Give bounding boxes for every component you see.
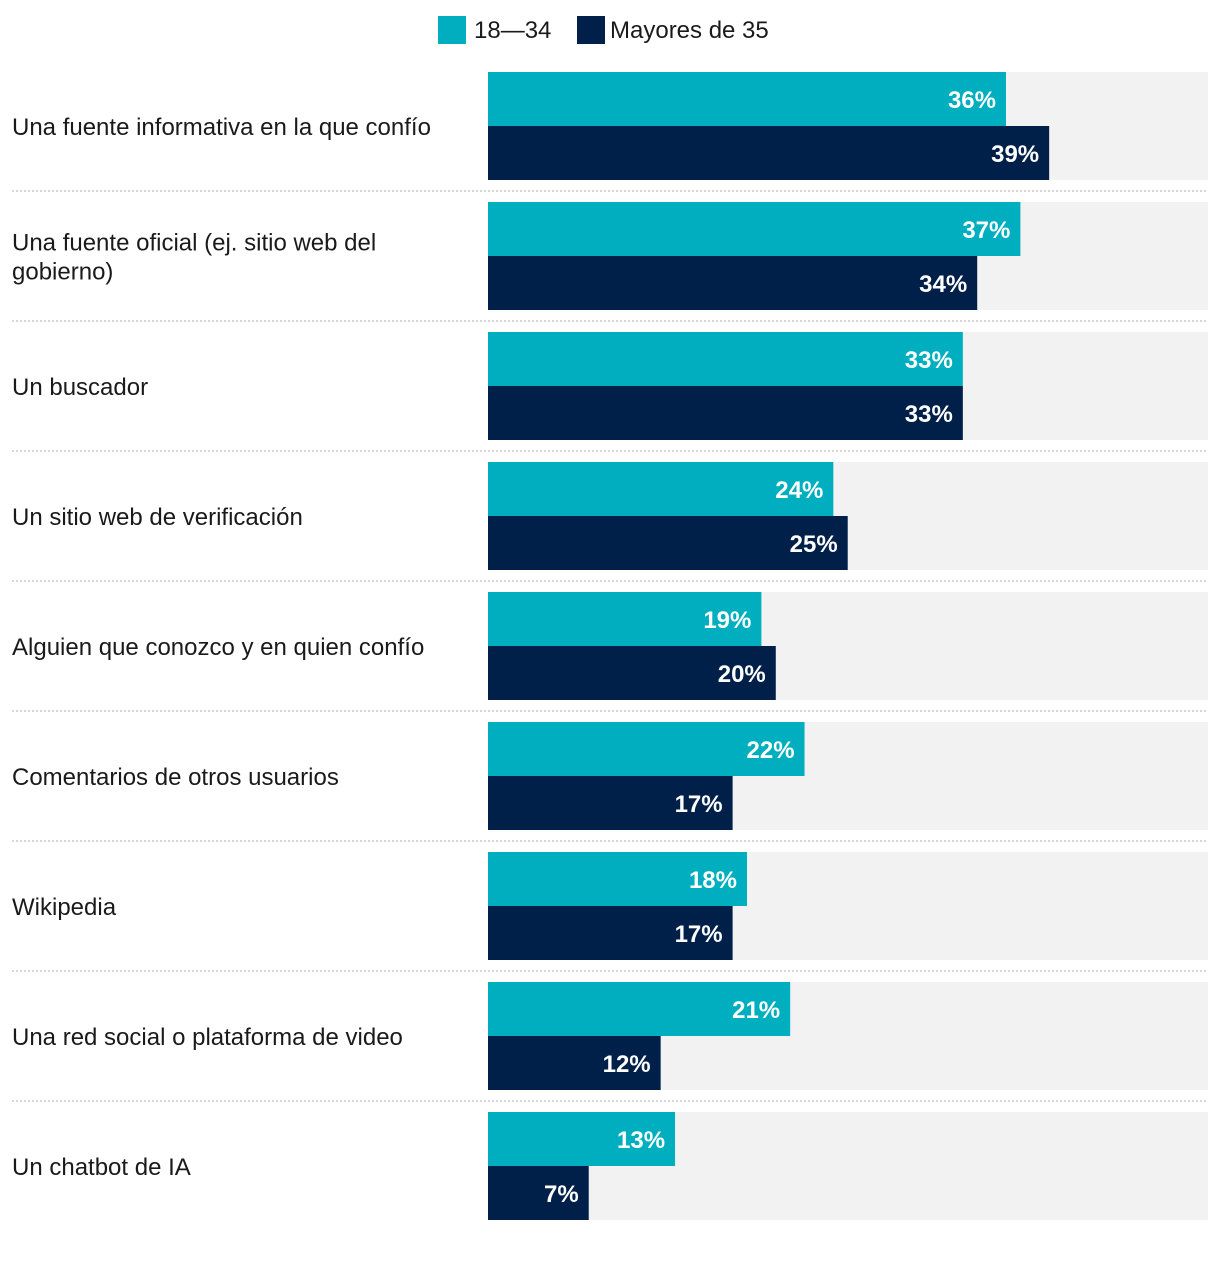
data-label: 37% [962,217,1010,244]
legend-swatch-2 [577,16,605,44]
chart-row: Alguien que conozco y en quien confío 19%… [12,592,1208,712]
bar-mayores-35 [488,386,963,440]
data-label: 36% [948,87,996,114]
legend: 18—34 Mayores de 35 [438,16,769,44]
bar-mayores-35 [488,906,733,960]
data-label: 13% [617,1127,665,1154]
chart-row: Una fuente informativa en la que confío 3… [12,72,1208,192]
category-label: Un buscador [12,374,148,401]
bar-18-34 [488,332,963,386]
chart-row: Un sitio web de verificación 24% 25% [12,462,1208,582]
bar-mayores-35 [488,1036,661,1090]
category-label: Un sitio web de verificación [12,504,303,531]
bar-18-34 [488,852,747,906]
bar-18-34 [488,1112,676,1166]
chart-row: Comentarios de otros usuarios 22% 17% [12,722,1208,842]
data-label: 7% [544,1181,579,1208]
bar-18-34 [488,202,1021,256]
chart-row: Un chatbot de IA 13% 7% [12,1112,1208,1220]
bar-mayores-35 [488,646,776,700]
data-label: 22% [747,737,795,764]
category-label: Alguien que conozco y en quien confío [12,634,424,661]
bar-mayores-35 [488,126,1050,180]
data-label: 34% [919,271,967,298]
category-label: Una fuente informativa en la que confío [12,114,431,141]
data-label: 12% [603,1051,651,1078]
category-label: gobierno) [12,259,113,286]
data-label: 33% [905,401,953,428]
legend-swatch-1 [438,16,466,44]
category-label: Wikipedia [12,894,117,921]
bar-mayores-35 [488,256,978,310]
data-label: 20% [718,661,766,688]
category-label: Una fuente oficial (ej. sitio web del [12,230,376,257]
category-label: Comentarios de otros usuarios [12,764,339,791]
bar-mayores-35 [488,776,733,830]
legend-label-2: Mayores de 35 [610,17,769,44]
chart-row: Una red social o plataforma de video 21% 1… [12,982,1208,1102]
data-label: 17% [675,921,723,948]
data-label: 33% [905,347,953,374]
bar-mayores-35 [488,516,848,570]
bar-18-34 [488,72,1006,126]
data-label: 25% [790,531,838,558]
chart-row: Un buscador 33% 33% [12,332,1208,452]
bar-18-34 [488,462,834,516]
bar-mayores-35 [488,1166,589,1220]
chart-rows: Una fuente informativa en la que confío 3… [12,72,1208,1220]
data-label: 17% [675,791,723,818]
data-label: 19% [703,607,751,634]
legend-label-1: 18—34 [474,17,551,44]
bar-18-34 [488,982,791,1036]
data-label: 24% [775,477,823,504]
chart-row: Wikipedia 18% 17% [12,852,1208,972]
bar-18-34 [488,722,805,776]
bar-18-34 [488,592,762,646]
data-label: 18% [689,867,737,894]
data-label: 39% [991,141,1039,168]
category-label: Una red social o plataforma de video [12,1024,403,1051]
data-label: 21% [732,997,780,1024]
category-label: Un chatbot de IA [12,1154,191,1181]
chart-row: Una fuente oficial (ej. sitio web delgob… [12,202,1208,322]
